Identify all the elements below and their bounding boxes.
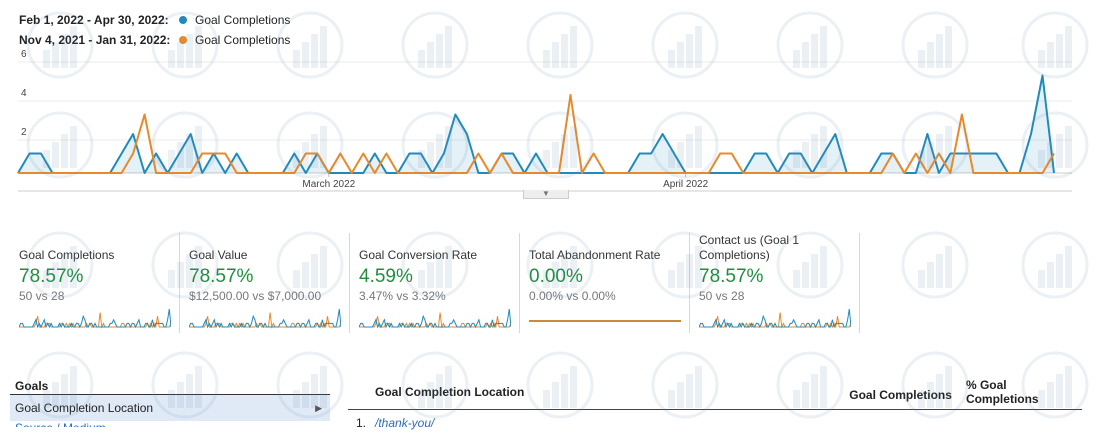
sparkline [19,308,171,329]
scorecard[interactable]: Contact us (Goal 1 Completions) 78.57% 50 … [690,233,860,333]
column-header-location[interactable]: Goal Completion Location [375,385,525,399]
scorecard-metric: 78.57% [189,266,254,287]
legend-range-previous: Nov 4, 2021 - Jan 31, 2022: [19,33,171,47]
scorecard-comparison: 3.47% vs 3.32% [359,289,446,303]
scorecard-comparison: 50 vs 28 [19,289,65,303]
series-line-current [17,74,1055,174]
row-number: 1. [356,416,367,430]
goals-item-label: Goal Completion Location [15,401,154,415]
y-tick-label: 4 [21,88,27,99]
sparkline-current [359,308,511,329]
scorecard[interactable]: Goal Value 78.57% $12,500.00 vs $7,000.00 [180,233,350,333]
legend-row-current: Feb 1, 2022 - Apr 30, 2022: Goal Complet… [19,10,290,30]
goal-completions-chart[interactable]: 6 4 2 March 2022 April 2022 [0,48,1102,198]
scorecards: Goal Completions 78.57% 50 vs 28 Goal Value… [10,233,860,333]
sparkline-current [699,308,851,329]
goals-header: Goals [10,375,330,395]
scorecard-metric: 4.59% [359,266,413,287]
sparkline [529,320,681,322]
series-line-previous [18,94,1055,174]
scorecard-title: Contact us (Goal 1 Completions) [699,233,800,262]
table-header: Goal Completion Location Goal Completion… [348,375,1082,410]
sparkline [699,308,851,329]
chart-expand-handle[interactable]: ▼ [523,190,569,199]
scorecard-title: Goal Completions [19,248,115,262]
scorecard-title: Goal Conversion Rate [359,248,478,262]
sparkline [189,308,341,329]
column-header-percent[interactable]: % Goal Completions [965,378,1039,406]
watermark-logo [901,231,969,299]
y-tick-label: 6 [21,49,27,60]
scorecard-comparison: 50 vs 28 [699,289,745,303]
legend-dot-previous [179,36,187,44]
legend-metric-current: Goal Completions [195,13,291,27]
sparkline-previous [359,312,511,329]
x-tick-label: April 2022 [663,179,708,190]
goal-location-table: Goal Completion Location Goal Completion… [348,375,1082,436]
scorecard-metric: 78.57% [19,266,84,287]
legend-row-previous: Nov 4, 2021 - Jan 31, 2022: Goal Complet… [19,30,290,50]
series-area-current [18,75,1054,173]
chart-legend: Feb 1, 2022 - Apr 30, 2022: Goal Complet… [19,10,290,50]
scorecard-comparison: 0.00% vs 0.00% [529,289,616,303]
sparkline-previous [19,312,171,329]
column-header-completions[interactable]: Goal Completions [849,387,952,402]
sparkline-previous [189,312,341,329]
x-tick-label: March 2022 [302,179,355,190]
sparkline-current [19,308,171,329]
chevron-right-icon: ▶ [315,403,322,413]
table-row: 1. /thank-you/ [348,410,1082,436]
sparkline-previous [699,312,851,329]
legend-dot-current [179,16,187,24]
sparkline [359,308,511,329]
y-tick-label: 2 [21,127,27,138]
legend-range-current: Feb 1, 2022 - Apr 30, 2022: [19,13,169,27]
goals-item-source-medium[interactable]: Source / Medium [10,421,330,427]
scorecard[interactable]: Goal Completions 78.57% 50 vs 28 [10,233,180,333]
scorecard-title: Goal Value [189,248,248,262]
scorecard-comparison: $12,500.00 vs $7,000.00 [189,289,322,303]
legend-metric-previous: Goal Completions [195,33,291,47]
sparkline-current [189,308,341,329]
scorecard[interactable]: Total Abandonment Rate 0.00% 0.00% vs 0.00… [520,233,690,333]
scorecard-title: Total Abandonment Rate [529,248,661,262]
scorecard[interactable]: Goal Conversion Rate 4.59% 3.47% vs 3.32% [350,233,520,333]
scorecard-metric: 0.00% [529,266,583,287]
scorecard-metric: 78.57% [699,266,764,287]
row-location-link[interactable]: /thank-you/ [375,416,435,430]
watermark-logo [1021,231,1089,299]
goals-item-completion-location[interactable]: Goal Completion Location ▶ [10,395,330,421]
goals-panel: Goals Goal Completion Location ▶ Source … [10,375,330,427]
